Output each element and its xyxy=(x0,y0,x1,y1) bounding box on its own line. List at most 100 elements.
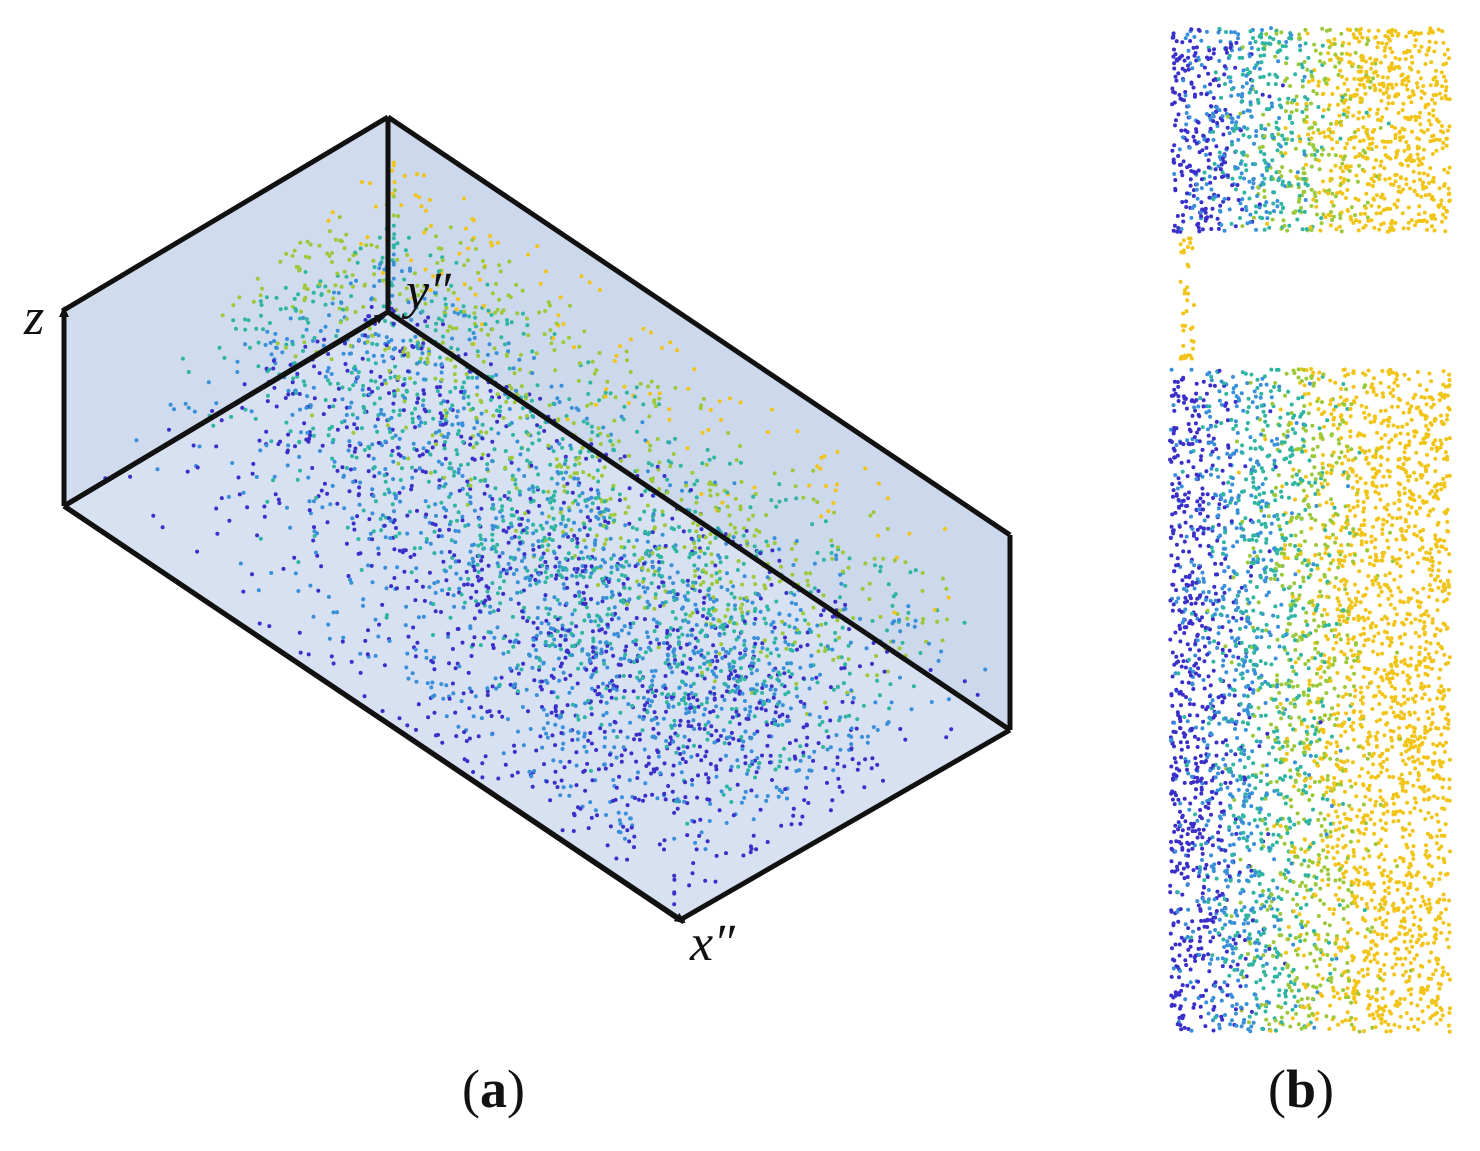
point xyxy=(402,455,407,460)
point xyxy=(487,596,492,601)
point xyxy=(466,375,470,380)
point xyxy=(571,421,576,426)
point xyxy=(700,614,705,618)
point xyxy=(255,276,260,281)
point xyxy=(507,259,512,264)
point xyxy=(777,714,782,719)
point xyxy=(258,536,263,541)
point xyxy=(442,443,447,448)
point xyxy=(585,761,590,766)
point xyxy=(769,684,774,689)
point xyxy=(327,229,332,234)
point xyxy=(553,769,558,774)
point xyxy=(779,823,784,828)
point xyxy=(765,722,770,727)
point xyxy=(681,698,686,703)
point xyxy=(1380,115,1385,120)
point xyxy=(544,269,548,274)
point xyxy=(243,327,248,332)
point xyxy=(1364,191,1369,196)
point xyxy=(743,707,748,712)
point xyxy=(414,727,418,732)
point xyxy=(416,615,421,620)
point xyxy=(265,329,270,334)
point xyxy=(459,389,464,394)
point xyxy=(406,354,411,359)
point xyxy=(626,631,631,636)
point xyxy=(618,344,623,349)
point xyxy=(689,488,693,492)
point xyxy=(305,394,310,399)
point xyxy=(589,508,594,513)
point xyxy=(703,847,708,852)
point xyxy=(644,764,649,768)
point xyxy=(585,421,590,426)
point xyxy=(683,701,688,706)
point xyxy=(488,494,493,499)
point xyxy=(365,339,370,344)
point xyxy=(285,337,289,341)
point xyxy=(525,619,530,623)
point xyxy=(1262,195,1267,200)
point xyxy=(783,640,788,644)
point xyxy=(585,403,590,408)
point xyxy=(519,446,524,451)
point xyxy=(344,232,349,237)
point xyxy=(823,766,828,770)
point xyxy=(897,646,902,651)
point xyxy=(739,800,744,805)
point xyxy=(369,369,374,374)
point xyxy=(315,553,320,558)
point xyxy=(1383,45,1388,50)
point xyxy=(532,678,537,683)
point xyxy=(588,527,592,532)
point xyxy=(717,399,722,404)
point xyxy=(381,270,385,275)
point xyxy=(506,525,511,530)
point xyxy=(430,680,435,685)
point xyxy=(561,582,566,587)
box-right-face xyxy=(388,117,1010,730)
point xyxy=(480,775,485,780)
point xyxy=(1191,134,1196,139)
point xyxy=(525,323,530,328)
point xyxy=(479,558,484,563)
point xyxy=(748,850,753,855)
point xyxy=(624,390,629,395)
point xyxy=(567,303,572,308)
point xyxy=(668,464,673,469)
point xyxy=(546,443,551,448)
point xyxy=(526,333,531,338)
point xyxy=(344,541,349,546)
point xyxy=(708,532,713,537)
point xyxy=(392,391,397,396)
point xyxy=(495,591,500,596)
point xyxy=(1355,87,1360,92)
point xyxy=(792,592,797,597)
point xyxy=(1316,79,1321,84)
point xyxy=(1326,152,1331,157)
point xyxy=(283,285,288,290)
point xyxy=(878,614,883,619)
point xyxy=(806,801,811,805)
point xyxy=(660,601,665,605)
point xyxy=(847,713,852,718)
point xyxy=(649,379,654,384)
point xyxy=(355,260,360,265)
point xyxy=(1200,148,1205,153)
point xyxy=(380,602,385,607)
point xyxy=(906,610,911,615)
point xyxy=(1226,196,1231,201)
point xyxy=(347,257,352,262)
point xyxy=(412,552,417,557)
point xyxy=(553,615,558,619)
point xyxy=(721,728,726,733)
point xyxy=(553,705,558,710)
point xyxy=(471,714,476,719)
point xyxy=(707,819,712,823)
point xyxy=(524,430,529,434)
point xyxy=(1328,27,1332,32)
point xyxy=(751,656,756,661)
point xyxy=(911,684,916,689)
point xyxy=(843,602,848,607)
